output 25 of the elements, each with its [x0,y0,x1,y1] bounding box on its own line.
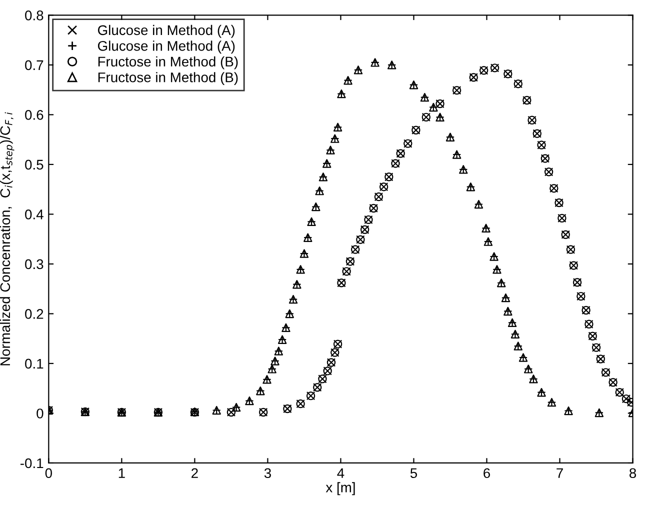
x-tick-label: 6 [484,468,490,478]
x-axis-title: x [m] [326,482,355,496]
y-tick-label: 0.5 [25,160,44,170]
y-tick-label: 0.3 [25,259,44,270]
y-tick-label: -0.1 [20,458,44,468]
x-tick-label: 7 [556,468,563,478]
x-tick-label: 0 [45,468,52,478]
y-tick-label: 0.6 [25,110,44,120]
x-tick-label: 3 [264,468,271,478]
y-tick-label: 0.4 [25,210,44,220]
y-axis-title: Normalized Concenration, C$_{i}$(x,t$_{step}$)/C$_{F,i}$ [0,112,14,366]
y-tick-label: 0.7 [25,60,44,70]
legend-label: Glucose in Method (A) [98,24,235,38]
x-tick-label: 5 [410,468,418,478]
x-tick-label: 4 [337,468,344,478]
y-tick-label: 0.8 [25,10,44,20]
x-tick-label: 2 [192,468,198,478]
y-tick-label: 0.1 [25,358,44,369]
y-tick-label: 0 [36,408,44,418]
legend-label: Fructose in Method (B) [98,56,238,70]
legend-label: Glucose in Method (A) [98,40,235,54]
x-tick-label: 8 [630,468,636,478]
legend-label: Fructose in Method (B) [98,72,238,86]
x-tick-label: 1 [118,468,125,478]
y-tick-label: 0.2 [25,309,44,319]
